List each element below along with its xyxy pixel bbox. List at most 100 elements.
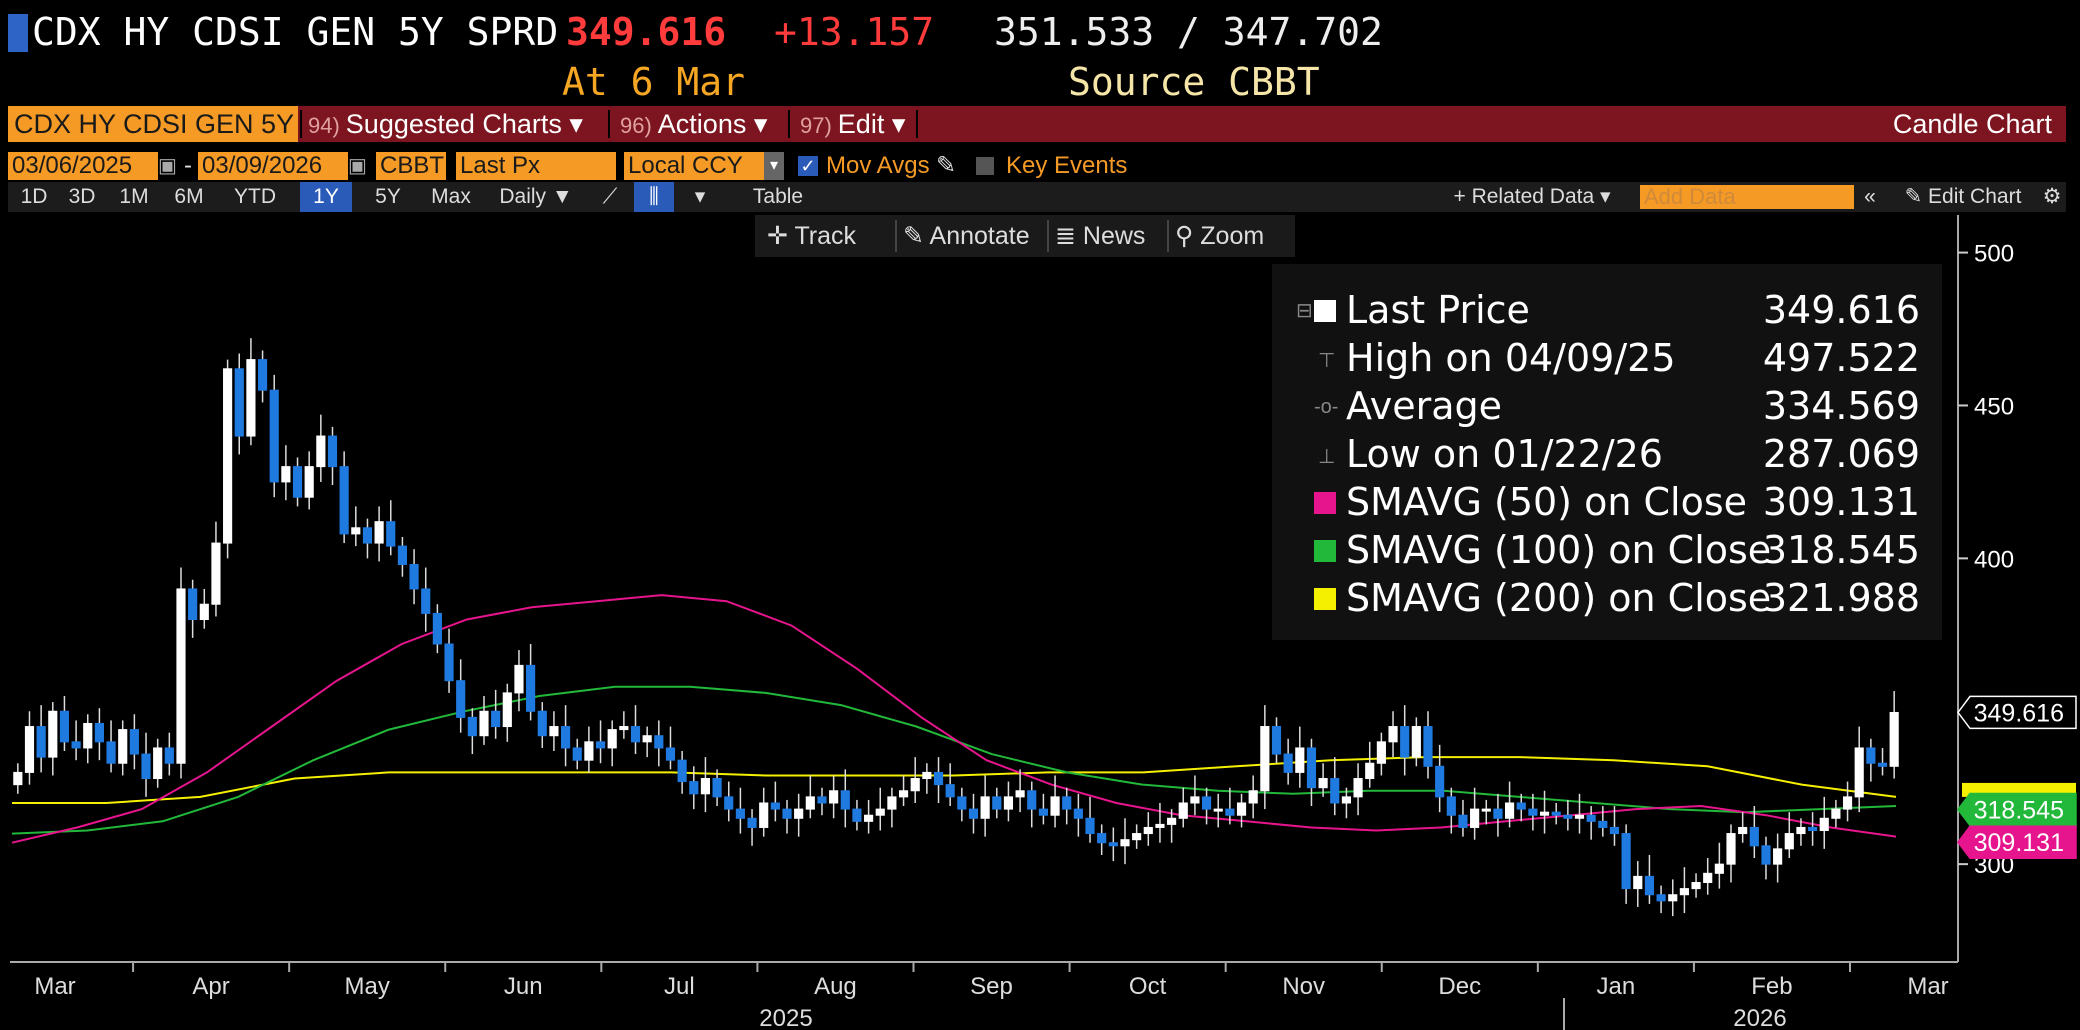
pencil-icon[interactable]: ✎	[936, 152, 957, 179]
candle-chart-icon[interactable]: ⫼	[634, 182, 674, 212]
candle-body	[199, 603, 209, 621]
candle-body	[1609, 826, 1620, 835]
x-tick-label: Feb	[1751, 973, 1792, 1000]
source-field[interactable]: CBBT	[376, 152, 446, 180]
candle-body	[94, 722, 104, 743]
range-max-button[interactable]: Max	[431, 185, 471, 208]
gear-icon[interactable]: ⚙	[2042, 185, 2062, 208]
candle-body	[444, 643, 454, 682]
currency-selector[interactable]: Local CCY	[624, 152, 764, 180]
zoom-tool[interactable]: ⚲ Zoom	[1175, 222, 1265, 250]
chart-tools: ✛ Track ✎ Annotate ≣ News ⚲ Zoom	[755, 215, 1295, 257]
candle-body	[106, 741, 116, 764]
x-tick-label: Sep	[970, 973, 1013, 1000]
calendar-icon[interactable]: ▣	[158, 155, 177, 177]
candle-body	[968, 808, 979, 819]
x-tick-label: Aug	[814, 973, 857, 1000]
candle-body	[316, 435, 326, 468]
candle-body	[1714, 863, 1724, 874]
related-data-menu[interactable]: + Related Data ▾	[1453, 185, 1611, 208]
candle-body	[735, 808, 745, 819]
x-tick-label: Jun	[504, 973, 543, 1000]
legend-sma50-value: 309.131	[1762, 480, 1920, 524]
range-1y-button[interactable]: 1Y	[300, 182, 352, 212]
candle-body	[630, 726, 641, 743]
candle-body	[1400, 726, 1410, 758]
candle-body	[840, 790, 850, 810]
edit-chart-button[interactable]: ✎ Edit Chart	[1904, 185, 2022, 208]
candle-body	[141, 753, 151, 780]
candle-body	[1190, 796, 1200, 804]
candle-body	[514, 664, 524, 694]
candle-body	[689, 781, 699, 795]
legend-average-label: Average	[1346, 384, 1503, 428]
add-data-input[interactable]: Add Data	[1640, 185, 1854, 209]
sma50-tag	[1957, 825, 2077, 859]
range-6m-button[interactable]: 6M	[174, 185, 204, 208]
candle-body	[327, 435, 338, 468]
field-selector[interactable]: Last Px	[456, 152, 616, 180]
candle-body	[1470, 808, 1480, 828]
candle-body	[269, 389, 279, 483]
candle-body	[1155, 823, 1165, 828]
chevron-down-icon[interactable]: ▾	[694, 185, 706, 208]
mov-avgs-label[interactable]: Mov Avgs	[826, 152, 930, 179]
candle-body	[234, 368, 244, 437]
menu-label: Edit ▾	[837, 109, 906, 139]
candle-body	[1563, 814, 1573, 819]
range-ytd-button[interactable]: YTD	[234, 185, 276, 208]
candle-body	[770, 802, 780, 810]
actions-menu[interactable]: 96) Actions ▾	[620, 106, 767, 142]
range-3d-button[interactable]: 3D	[68, 185, 96, 208]
legend-sma200-value: 321.988	[1762, 576, 1920, 620]
candle-body	[700, 778, 711, 795]
collapse-icon[interactable]: «	[1864, 185, 1876, 208]
table-button[interactable]: Table	[752, 185, 804, 208]
sma50-tag-label: 309.131	[1974, 829, 2064, 857]
legend-sma200-label: SMAVG (200) on Close	[1346, 576, 1772, 620]
candle-body	[339, 466, 349, 535]
candle-body	[1633, 875, 1643, 890]
candle-body	[1225, 808, 1235, 816]
line-chart-icon[interactable]: ⟋	[602, 185, 618, 208]
legend-average-value: 334.569	[1762, 384, 1920, 428]
start-date-field[interactable]: 03/06/2025	[8, 152, 158, 180]
chevron-down-icon[interactable]: ▾	[764, 152, 784, 180]
mov-avgs-checkbox[interactable]: ✓	[798, 156, 818, 176]
edit-chart-label: Edit Chart	[1928, 185, 2022, 208]
calendar-icon[interactable]: ▣	[348, 155, 367, 177]
range-1m-button[interactable]: 1M	[119, 185, 149, 208]
sma100-swatch	[1314, 540, 1336, 562]
key-events-label[interactable]: Key Events	[1006, 152, 1128, 179]
chart-type-label[interactable]: Candle Chart	[1892, 109, 2052, 139]
candle-body	[1330, 778, 1340, 804]
candle-body	[724, 796, 734, 810]
candle-body	[48, 710, 58, 758]
collapse-icon[interactable]: ⊟	[1296, 300, 1313, 322]
key-events-checkbox[interactable]	[976, 157, 994, 175]
sma100-line	[11, 685, 1897, 835]
candle-body	[1213, 808, 1223, 812]
candle-body	[1481, 808, 1491, 812]
end-date-field[interactable]: 03/09/2026	[198, 152, 348, 180]
candle-body	[1050, 796, 1060, 816]
track-tool[interactable]: ✛ Track	[767, 222, 857, 250]
candle-body	[304, 466, 314, 498]
candle-body	[1644, 875, 1655, 896]
edit-menu[interactable]: 97) Edit ▾	[800, 106, 905, 142]
range-1d-button[interactable]: 1D	[20, 185, 48, 208]
x-tick-label: Mar	[1907, 973, 1948, 1000]
security-field[interactable]: CDX HY CDSI GEN 5Y	[8, 106, 298, 142]
candle-body	[1062, 796, 1072, 810]
frequency-selector[interactable]: Daily ▼	[499, 185, 573, 208]
candle-body	[257, 359, 268, 391]
news-tool[interactable]: ≣ News	[1055, 222, 1146, 250]
range-5y-button[interactable]: 5Y	[375, 185, 401, 208]
annotate-tool[interactable]: ✎ Annotate	[903, 222, 1030, 250]
x-tick-label: Dec	[1438, 973, 1481, 1000]
legend-low-label: Low on 01/22/26	[1346, 432, 1663, 476]
candle-body	[1761, 845, 1771, 865]
candle-body	[1505, 802, 1515, 819]
suggested-charts-menu[interactable]: 94) Suggested Charts ▾	[308, 106, 583, 142]
